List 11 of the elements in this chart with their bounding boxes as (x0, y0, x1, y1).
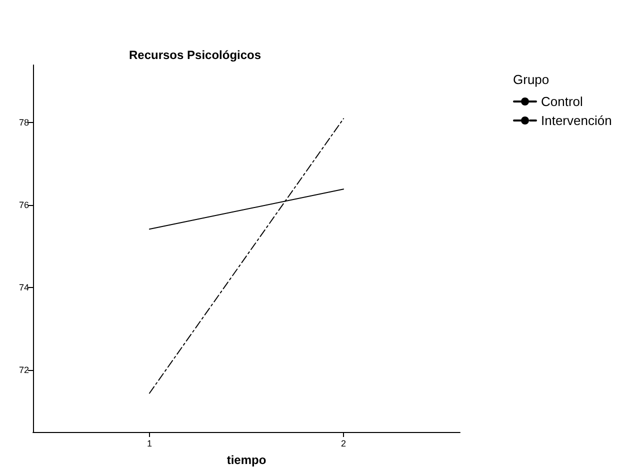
chart-title: Recursos Psicológicos (128, 48, 262, 62)
x-tick-label: 2 (341, 438, 346, 448)
legend-title: Grupo (513, 72, 550, 87)
y-tick-label: 76 (18, 200, 29, 210)
y-tick-label: 72 (18, 365, 29, 376)
legend-label: Intervención (541, 113, 612, 128)
legend-label: Control (541, 94, 584, 109)
y-tick-label: 74 (18, 282, 29, 293)
y-tick-label: 78 (18, 118, 29, 128)
x-axis-title: tiempo (226, 453, 266, 467)
x-tick-label: 1 (146, 438, 152, 448)
